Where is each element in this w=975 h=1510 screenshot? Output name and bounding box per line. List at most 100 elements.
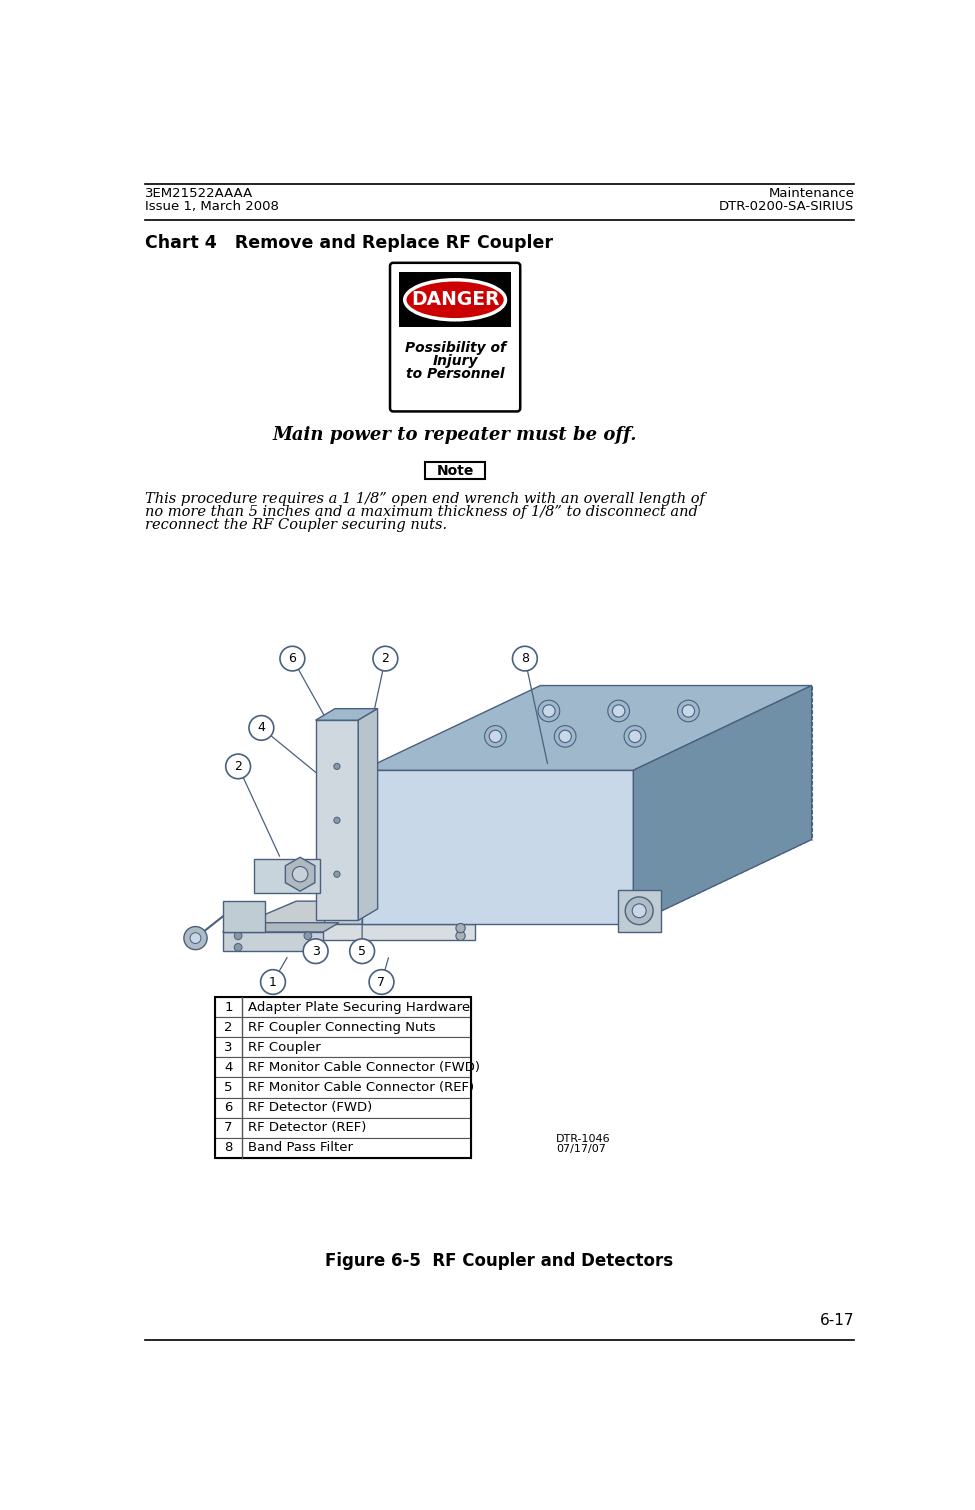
Bar: [425, 462, 486, 479]
Text: 3EM21522AAAA: 3EM21522AAAA: [145, 187, 254, 201]
Text: Issue 1, March 2008: Issue 1, March 2008: [145, 199, 279, 213]
Bar: [214, 998, 471, 1018]
Circle shape: [485, 726, 506, 747]
Text: 5: 5: [358, 945, 367, 957]
Text: 2: 2: [234, 760, 242, 773]
Circle shape: [303, 939, 328, 963]
Polygon shape: [634, 686, 811, 924]
Circle shape: [624, 726, 645, 747]
Text: reconnect the RF Coupler securing nuts.: reconnect the RF Coupler securing nuts.: [145, 518, 448, 532]
Text: DTR-1046: DTR-1046: [556, 1134, 610, 1145]
Circle shape: [632, 904, 646, 918]
Bar: [214, 1078, 471, 1098]
Text: 3: 3: [312, 945, 320, 957]
Text: to Personnel: to Personnel: [406, 367, 504, 381]
Bar: [214, 1098, 471, 1117]
Polygon shape: [362, 686, 811, 770]
Circle shape: [607, 701, 630, 722]
Text: 2: 2: [381, 652, 389, 664]
Text: RF Monitor Cable Connector (FWD): RF Monitor Cable Connector (FWD): [249, 1062, 481, 1074]
Circle shape: [333, 817, 340, 823]
Bar: [214, 998, 471, 1158]
Bar: [214, 1117, 471, 1137]
Polygon shape: [358, 708, 377, 921]
Polygon shape: [242, 901, 528, 924]
Circle shape: [678, 701, 699, 722]
Text: Chart 4   Remove and Replace RF Coupler: Chart 4 Remove and Replace RF Coupler: [145, 234, 553, 252]
Text: Injury: Injury: [432, 355, 478, 368]
Text: 6: 6: [289, 652, 296, 664]
Circle shape: [304, 932, 312, 939]
Circle shape: [456, 932, 465, 941]
Text: 2: 2: [224, 1021, 233, 1034]
Circle shape: [350, 939, 374, 963]
Text: RF Monitor Cable Connector (REF): RF Monitor Cable Connector (REF): [249, 1081, 474, 1093]
Circle shape: [252, 924, 260, 933]
Text: 4: 4: [257, 722, 265, 734]
Text: RF Coupler: RF Coupler: [249, 1040, 321, 1054]
Polygon shape: [222, 923, 339, 932]
Circle shape: [555, 726, 576, 747]
Circle shape: [190, 933, 201, 944]
Text: Maintenance: Maintenance: [768, 187, 854, 201]
Polygon shape: [316, 708, 377, 720]
Text: 7: 7: [224, 1120, 233, 1134]
Text: DANGER: DANGER: [410, 290, 499, 310]
Polygon shape: [316, 720, 358, 921]
Circle shape: [489, 731, 501, 743]
Text: 1: 1: [224, 1001, 233, 1013]
Polygon shape: [254, 859, 320, 894]
Text: This procedure requires a 1 1/8” open end wrench with an overall length of: This procedure requires a 1 1/8” open en…: [145, 492, 705, 506]
Text: 6-17: 6-17: [820, 1314, 854, 1329]
Bar: [214, 1137, 471, 1158]
Circle shape: [234, 932, 242, 939]
Text: 7: 7: [377, 975, 385, 989]
Text: 3: 3: [224, 1040, 233, 1054]
Polygon shape: [286, 858, 315, 891]
Bar: [400, 272, 511, 328]
Text: DTR-0200-SA-SIRIUS: DTR-0200-SA-SIRIUS: [719, 199, 854, 213]
Circle shape: [333, 871, 340, 877]
Ellipse shape: [405, 279, 505, 320]
Text: Possibility of: Possibility of: [405, 341, 506, 355]
Text: 5: 5: [224, 1081, 233, 1093]
Circle shape: [252, 932, 260, 941]
Circle shape: [538, 701, 560, 722]
Text: no more than 5 inches and a maximum thickness of 1/8” to disconnect and: no more than 5 inches and a maximum thic…: [145, 504, 698, 518]
Circle shape: [234, 944, 242, 951]
Text: Figure 6-5  RF Coupler and Detectors: Figure 6-5 RF Coupler and Detectors: [326, 1252, 674, 1270]
Circle shape: [280, 646, 305, 670]
Circle shape: [304, 944, 312, 951]
Circle shape: [184, 927, 207, 950]
Polygon shape: [362, 770, 634, 924]
Circle shape: [612, 705, 625, 717]
Circle shape: [682, 705, 694, 717]
Circle shape: [249, 716, 274, 740]
Text: 07/17/07: 07/17/07: [556, 1145, 605, 1155]
Text: RF Detector (FWD): RF Detector (FWD): [249, 1101, 372, 1114]
Circle shape: [260, 969, 286, 994]
Text: Band Pass Filter: Band Pass Filter: [249, 1142, 353, 1154]
Circle shape: [625, 897, 653, 924]
Polygon shape: [222, 932, 324, 951]
Text: 6: 6: [224, 1101, 233, 1114]
Polygon shape: [222, 901, 265, 932]
Text: 4: 4: [224, 1062, 233, 1074]
Text: Note: Note: [437, 464, 474, 477]
Text: 1: 1: [269, 975, 277, 989]
FancyBboxPatch shape: [390, 263, 521, 411]
Text: Main power to repeater must be off.: Main power to repeater must be off.: [273, 426, 638, 444]
Circle shape: [456, 924, 465, 933]
Circle shape: [559, 731, 571, 743]
Circle shape: [373, 646, 398, 670]
Polygon shape: [242, 924, 475, 939]
Bar: [214, 1057, 471, 1078]
Circle shape: [513, 646, 537, 670]
Circle shape: [370, 969, 394, 994]
Text: RF Coupler Connecting Nuts: RF Coupler Connecting Nuts: [249, 1021, 436, 1034]
Circle shape: [292, 867, 308, 882]
Circle shape: [629, 731, 642, 743]
Bar: [214, 1018, 471, 1037]
Polygon shape: [618, 889, 660, 932]
Circle shape: [226, 753, 251, 779]
